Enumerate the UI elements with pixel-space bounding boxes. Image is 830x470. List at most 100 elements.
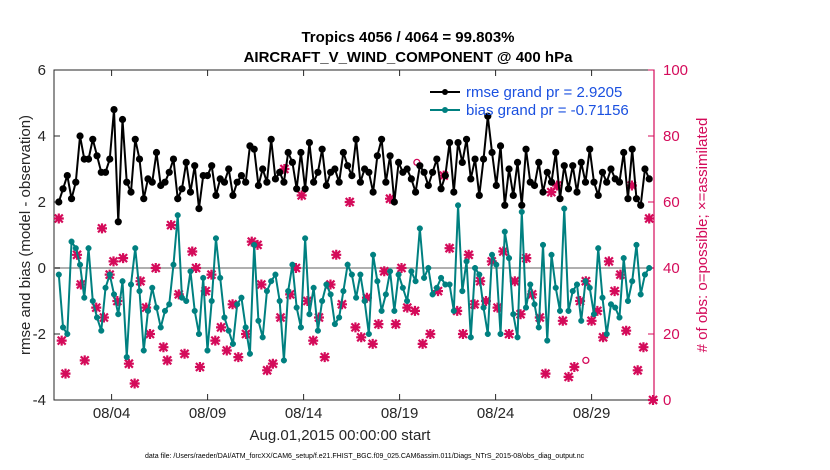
bias-point [646,264,653,272]
obs-assimilated-marker-glyph [563,371,574,382]
bias-point [327,291,334,298]
x-tick-label: 08/29 [573,405,611,422]
obs-assimilated-marker-glyph [256,279,267,290]
bias-point [522,304,530,311]
obs-assimilated-marker [194,362,205,372]
obs-assimilated-marker-glyph [108,256,119,267]
bias-point [620,255,627,262]
obs-assimilated-marker [118,253,129,264]
bias-point [98,327,105,334]
rmse-point [84,155,93,163]
bias-point [272,271,279,278]
rmse-point [530,181,539,190]
bias-point [93,314,101,321]
bias-point [293,304,300,311]
bias-point [374,278,381,285]
bias-point [259,334,266,341]
bias-point [81,294,88,301]
rmse-point [598,168,607,176]
rmse-point [632,195,641,203]
legend-rmse-label: rmse grand pr = 2.9205 [466,84,622,101]
rmse-point [403,165,411,173]
rmse-point [488,148,496,157]
obs-assimilated-marker [97,223,107,234]
obs-assimilated-marker-glyph [158,342,169,353]
bias-point [404,297,411,305]
rmse-point [586,145,594,153]
rmse-point [55,198,63,206]
rmse-point [420,168,428,176]
rmse-point [441,172,449,180]
bias-point [68,238,75,245]
rmse-point [110,105,118,114]
rmse-point [411,188,420,196]
rmse-point [284,148,292,157]
bias-point [408,268,415,275]
bias-point [599,294,606,301]
bias-point [234,301,241,308]
bias-point [633,241,640,248]
bias-point [544,337,551,344]
y-tick-label: 0 [38,260,46,277]
rmse-point [314,168,322,176]
obs-assimilated-marker [56,335,67,346]
rmse-point [505,165,513,173]
obs-assimilated-marker-glyph [129,378,140,389]
obs-assimilated-marker-glyph [409,305,420,316]
rmse-point [250,145,258,153]
bias-point [497,330,504,338]
rmse-point [352,135,360,143]
rmse-point [161,178,169,186]
rmse-point [271,175,280,183]
bias-point [459,288,466,295]
bias-point [438,274,445,281]
bias-point [472,264,479,272]
bias-point [200,274,207,281]
bias-point [624,297,632,305]
obs-assimilated-marker-glyph [118,253,129,264]
bias-point [161,307,169,314]
rmse-point [509,191,517,199]
bias-point [217,274,224,281]
obs-assimilated-marker-glyph [621,325,632,336]
obs-assimilated-marker [367,338,378,349]
rmse-point [624,195,632,203]
bias-point [433,284,440,291]
bias-point [102,284,109,291]
bias-point [556,307,564,314]
bias-point [178,294,186,301]
obs-assimilated-marker-glyph [56,335,67,346]
x-tick-label: 08/19 [381,405,419,422]
bias-point [157,324,164,331]
obs-assimilated-marker-glyph [586,315,597,326]
obs-assimilated-marker [179,348,190,359]
obs-assimilated-marker-glyph [194,362,205,372]
obs-assimilated-marker [521,253,532,264]
bias-point [607,301,615,308]
y2-tick-label: 40 [663,260,680,277]
obs-assimilated-marker [158,342,169,353]
rmse-point [242,178,250,186]
obs-assimilated-marker-glyph [150,263,161,273]
rmse-point [382,178,390,186]
plot-area: 08/04 08/09 08/14 08/19 08/24 08/29-4-2024602… [33,62,688,422]
bias-point [144,307,152,314]
obs-assimilated-marker-glyph [390,319,401,330]
obs-assimilated-marker [373,319,384,330]
bias-point [395,271,402,278]
obs-assimilated-marker-glyph [379,266,390,277]
obs-assimilated-marker-glyph [521,253,532,264]
y-tick-label: 4 [38,128,46,145]
bias-point [527,281,534,288]
bias-point [637,291,644,298]
rmse-point [182,158,190,166]
obs-assimilated-marker [53,213,64,224]
obs-assimilated-marker-glyph [540,368,551,379]
y-tick-label: 2 [38,194,46,211]
bias-point [510,311,517,318]
bias-point [251,241,258,248]
rmse-point [174,195,182,203]
obs-assimilated-marker [221,345,232,356]
obs-assimilated-marker-glyph [396,263,407,273]
